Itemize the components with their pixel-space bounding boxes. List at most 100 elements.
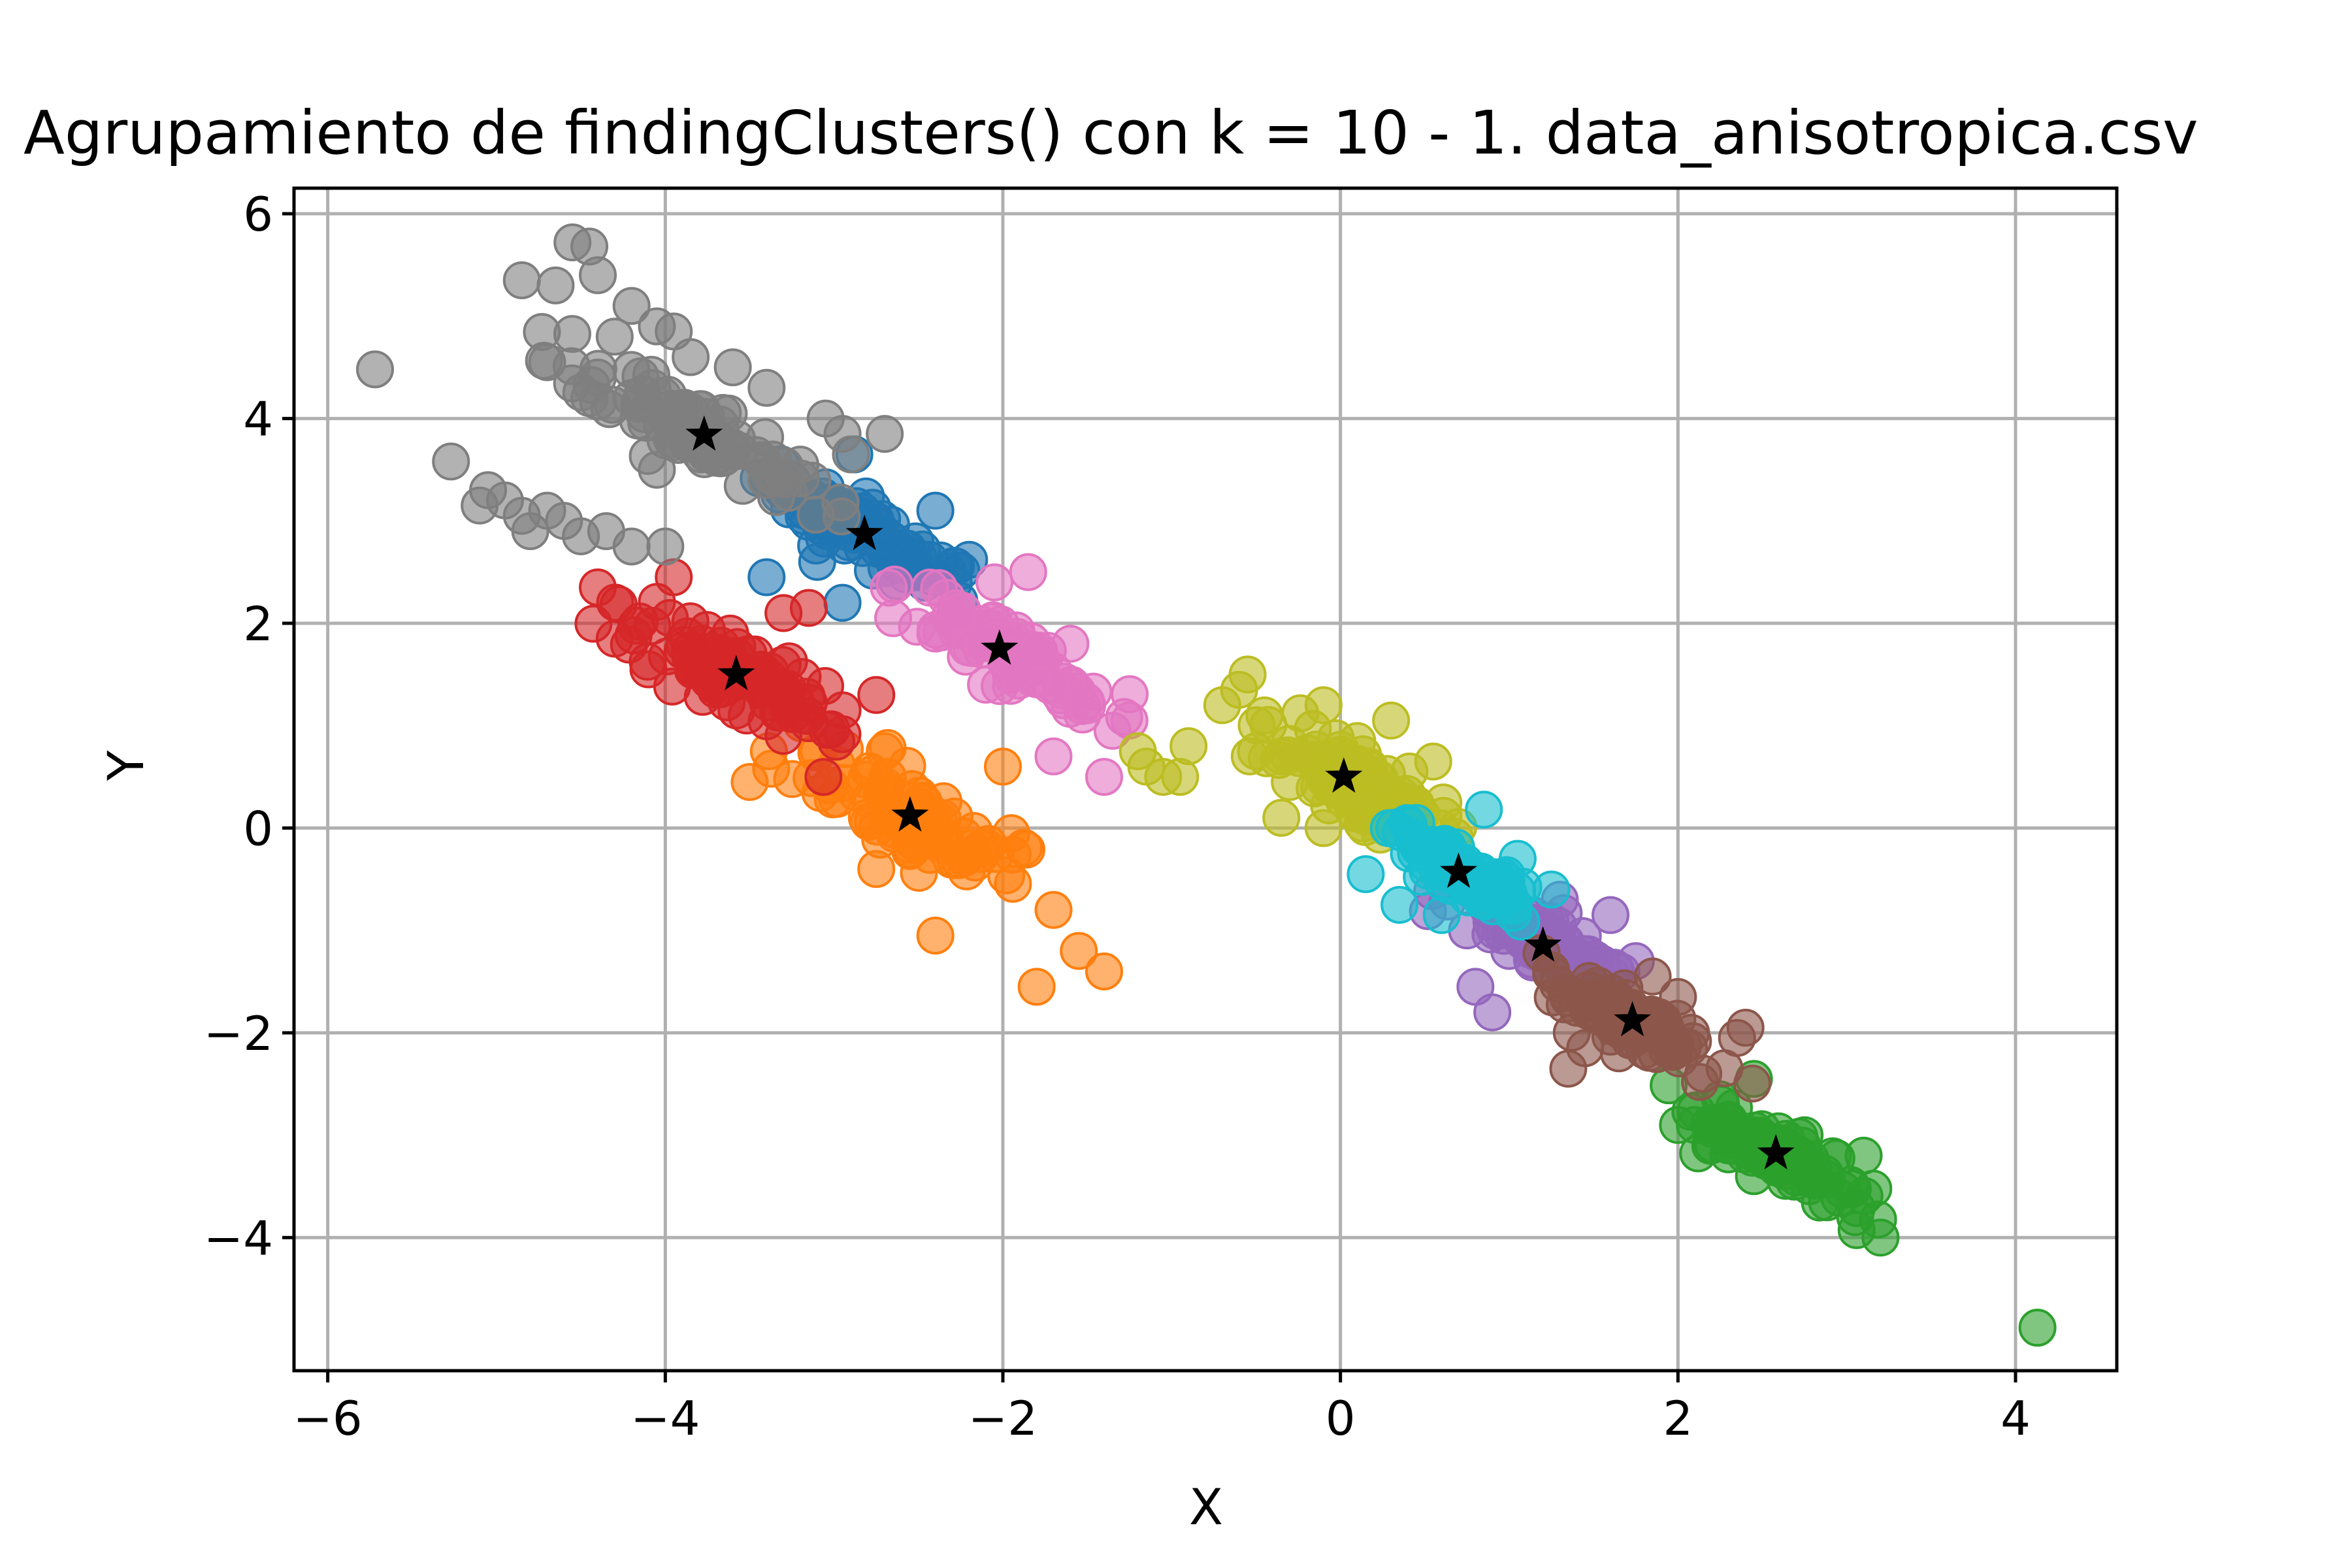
plot-frame [292, 186, 2119, 1373]
data-point [764, 717, 803, 755]
centroid-star-icon [1325, 757, 1363, 793]
data-point [663, 389, 702, 427]
cluster-7-points [356, 223, 904, 566]
data-point [862, 774, 901, 812]
centroid-star-icon [1440, 852, 1477, 889]
axes: −6 −4 −2 0 2 4 −4 −2 0 2 4 6 [204, 186, 2119, 1446]
data-point [1709, 1126, 1748, 1165]
data-point [1068, 686, 1107, 725]
data-point [1659, 978, 1697, 1017]
data-point [823, 691, 862, 730]
data-point [1532, 870, 1571, 909]
centroid-markers [685, 415, 1795, 1169]
data-point [612, 379, 651, 417]
y-tick-label: 2 [243, 596, 273, 651]
data-point [738, 666, 776, 704]
data-point [553, 315, 591, 353]
data-point [1051, 625, 1090, 663]
data-point [832, 435, 870, 474]
cluster-5-points [1522, 934, 1772, 1103]
data-point [1684, 1054, 1723, 1093]
centroid-star-icon [845, 514, 883, 550]
data-point [651, 598, 689, 637]
data-point [672, 338, 710, 376]
centroid-star-icon [1757, 1134, 1795, 1169]
data-point [730, 762, 769, 801]
data-point [857, 676, 896, 714]
data-point [798, 542, 836, 581]
cluster-3-points [574, 558, 896, 796]
data-point [1566, 1029, 1605, 1068]
data-point [804, 758, 843, 796]
data-point [1127, 747, 1166, 786]
data-point [915, 813, 954, 851]
data-point [857, 850, 896, 889]
data-point [1599, 1034, 1638, 1073]
x-tick-label: 0 [1326, 1391, 1356, 1446]
x-tick-label: −6 [293, 1391, 363, 1446]
data-point [1093, 711, 1132, 750]
data-point [950, 540, 988, 579]
data-point [789, 589, 828, 627]
data-point [1861, 1218, 1900, 1257]
data-point [916, 916, 955, 955]
data-point [432, 442, 470, 481]
x-tick-label: 4 [2001, 1391, 2031, 1446]
data-point [1836, 1198, 1874, 1236]
data-point [1060, 932, 1098, 970]
data-point [900, 853, 938, 892]
data-point [1414, 742, 1452, 781]
data-point [967, 666, 1005, 704]
data-point [612, 527, 651, 566]
data-point [1397, 804, 1435, 842]
data-point [781, 446, 819, 484]
y-tick-label: −2 [204, 1006, 273, 1061]
x-axis-label: X [1189, 1478, 1224, 1536]
data-point [1733, 1064, 1772, 1103]
data-point [1502, 902, 1541, 941]
data-point [1169, 727, 1208, 766]
data-point [866, 415, 904, 453]
centroid-star-icon [1524, 926, 1562, 962]
data-point [1271, 762, 1309, 801]
data-point [987, 856, 1026, 894]
data-point [1591, 985, 1629, 1023]
data-point [1262, 798, 1301, 837]
cluster-2-points [1650, 1060, 2057, 1347]
grid-lines [294, 188, 2117, 1371]
data-point [528, 343, 566, 382]
data-point [1237, 732, 1275, 770]
data-point [1592, 896, 1629, 934]
data-point [821, 483, 860, 522]
data-point [1380, 885, 1419, 924]
data-point [747, 461, 786, 499]
data-point [1633, 957, 1672, 996]
data-point [992, 814, 1030, 853]
data-point [579, 568, 617, 607]
centroid-star-icon [981, 629, 1019, 665]
data-point [1726, 1009, 1765, 1047]
data-point [536, 266, 575, 304]
data-point [1473, 993, 1512, 1032]
data-point [629, 650, 668, 689]
data-point [1228, 655, 1267, 694]
data-point [1786, 1116, 1824, 1154]
data-point [579, 256, 617, 295]
data-point [713, 348, 752, 387]
data-point [1085, 952, 1123, 990]
y-tick-label: 6 [243, 187, 273, 242]
data-point [911, 568, 949, 607]
data-point [696, 670, 735, 709]
data-point [1422, 896, 1461, 934]
centroid-star-icon [717, 655, 755, 691]
data-point [1372, 701, 1411, 740]
x-tick-label: 2 [1663, 1391, 1693, 1446]
data-point [1009, 553, 1047, 591]
data-point [646, 527, 685, 566]
data-point [874, 599, 913, 638]
y-tick-label: −4 [204, 1211, 273, 1266]
data-point [975, 563, 1014, 602]
cluster-points [356, 223, 2057, 1347]
data-point [612, 287, 651, 325]
